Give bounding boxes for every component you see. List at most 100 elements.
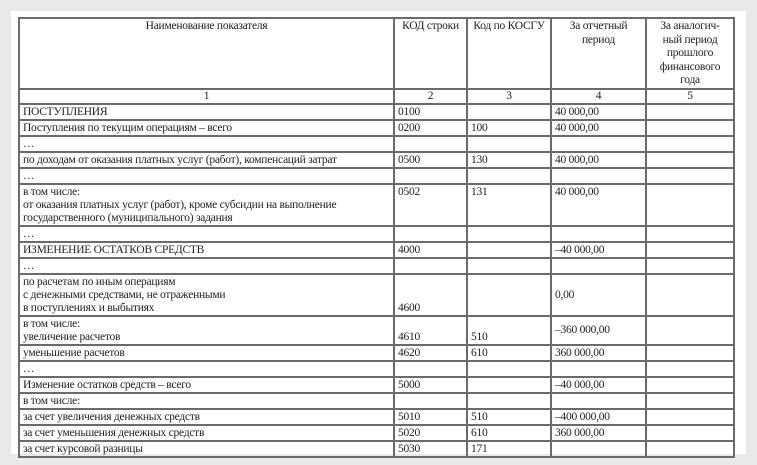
table-row: … (18, 134, 735, 153)
previous-period-value (645, 134, 735, 153)
row-code (393, 256, 468, 275)
indicator-name-line: в том числе: (23, 317, 80, 330)
kosgu-code (466, 224, 552, 243)
kosgu-code (466, 391, 552, 410)
kosgu-code (466, 375, 552, 394)
table-row: за счет уменьшения денежных средств 5020 6… (18, 423, 735, 442)
column-number: 1 (18, 87, 395, 105)
indicator-name: ИЗМЕНЕНИЕ ОСТАТКОВ СРЕДСТВ (18, 240, 395, 259)
row-code: 4000 (393, 240, 468, 259)
current-period-value: 40 000,00 (550, 182, 647, 227)
indicator-name: в том числе: (18, 391, 395, 410)
table-row: в том числе: увеличение расчетов 4610 510 –3… (18, 314, 735, 346)
kosgu-code: 610 (466, 343, 552, 362)
current-period-value: –400 000,00 (550, 407, 647, 426)
current-period-value: 360 000,00 (550, 423, 647, 442)
previous-period-value (645, 391, 735, 410)
row-code: 0100 (393, 102, 468, 121)
row-code: 5000 (393, 375, 468, 394)
kosgu-code (466, 134, 552, 153)
column-number: 5 (645, 87, 735, 105)
table-row: ПОСТУПЛЕНИЯ 0100 40 000,00 (18, 102, 735, 121)
row-code (393, 166, 468, 185)
indicator-name: уменьшение расчетов (18, 343, 395, 362)
kosgu-code (466, 256, 552, 275)
header-row-code: КОД строки (393, 17, 468, 90)
table-row: по доходам от оказания платных услуг (ра… (18, 150, 735, 169)
header-kosgu-code: Код по КОСГУ (466, 17, 552, 90)
row-code (393, 224, 468, 243)
indicator-name-line: в поступлениях и выбытиях (23, 301, 155, 314)
kosgu-code (466, 359, 552, 378)
indicator-name-line: по расчетам по иным операциям (23, 275, 176, 288)
previous-period-value (645, 166, 735, 185)
row-code: 5020 (393, 423, 468, 442)
current-period-value (550, 359, 647, 378)
row-code: 4610 (393, 314, 468, 346)
current-period-value: 0,00 (550, 272, 647, 317)
kosgu-code: 510 (466, 407, 552, 426)
indicator-name: … (18, 359, 395, 378)
current-period-value: –40 000,00 (550, 240, 647, 259)
current-period-value: 40 000,00 (550, 150, 647, 169)
table-row: … (18, 224, 735, 243)
previous-period-value (645, 118, 735, 137)
row-code: 4620 (393, 343, 468, 362)
table-row: за счет курсовой разницы 5030 171 (18, 439, 735, 458)
previous-period-value (645, 224, 735, 243)
indicator-name-line: государственного (муниципального) задани… (23, 211, 233, 224)
indicator-name: за счет курсовой разницы (18, 439, 395, 458)
row-code: 4600 (393, 272, 468, 317)
financial-report-table: Наименование показателя КОД строки Код п… (18, 17, 735, 458)
indicator-name-line: увеличение расчетов (23, 330, 121, 343)
kosgu-code (466, 272, 552, 317)
indicator-name: за счет уменьшения денежных средств (18, 423, 395, 442)
kosgu-code (466, 240, 552, 259)
table-row: в том числе: (18, 391, 735, 410)
previous-period-value (645, 407, 735, 426)
table-row: уменьшение расчетов 4620 610 360 000,00 (18, 343, 735, 362)
current-period-value (550, 166, 647, 185)
table-row: … (18, 256, 735, 275)
header-current-period: За отчетный период (550, 17, 647, 90)
column-number: 4 (550, 87, 647, 105)
indicator-name: … (18, 134, 395, 153)
table-row: Поступления по текущим операциям – всего… (18, 118, 735, 137)
kosgu-code: 610 (466, 423, 552, 442)
row-code: 0500 (393, 150, 468, 169)
current-period-value (550, 439, 647, 458)
indicator-name: Изменение остатков средств – всего (18, 375, 395, 394)
indicator-name-line: от оказания платных услуг (работ), кроме… (23, 198, 337, 211)
row-code: 0502 (393, 182, 468, 227)
indicator-name: в том числе: от оказания платных услуг (р… (18, 182, 395, 227)
row-code (393, 391, 468, 410)
table-row: ИЗМЕНЕНИЕ ОСТАТКОВ СРЕДСТВ 4000 –40 000,00 (18, 240, 735, 259)
indicator-name: ПОСТУПЛЕНИЯ (18, 102, 395, 121)
previous-period-value (645, 182, 735, 227)
kosgu-code: 171 (466, 439, 552, 458)
indicator-name: в том числе: увеличение расчетов (18, 314, 395, 346)
previous-period-value (645, 439, 735, 458)
header-row: Наименование показателя КОД строки Код п… (18, 17, 735, 90)
previous-period-value (645, 150, 735, 169)
current-period-value: 40 000,00 (550, 118, 647, 137)
indicator-name: по расчетам по иным операциям с денежными… (18, 272, 395, 317)
table-row: за счет увеличения денежных средств 5010 5… (18, 407, 735, 426)
column-number: 3 (466, 87, 552, 105)
previous-period-value (645, 423, 735, 442)
current-period-value (550, 224, 647, 243)
indicator-name: … (18, 256, 395, 275)
header-indicator-name: Наименование показателя (18, 17, 395, 90)
kosgu-code (466, 102, 552, 121)
header-previous-period: За аналогич-ный период прошлого финансов… (645, 17, 735, 90)
current-period-value (550, 134, 647, 153)
column-number: 2 (393, 87, 468, 105)
indicator-name: за счет увеличения денежных средств (18, 407, 395, 426)
kosgu-code: 100 (466, 118, 552, 137)
column-number-row: 1 2 3 4 5 (18, 87, 735, 105)
row-code: 5030 (393, 439, 468, 458)
current-period-value (550, 391, 647, 410)
indicator-name: Поступления по текущим операциям – всего (18, 118, 395, 137)
current-period-value: 40 000,00 (550, 102, 647, 121)
current-period-value (550, 256, 647, 275)
